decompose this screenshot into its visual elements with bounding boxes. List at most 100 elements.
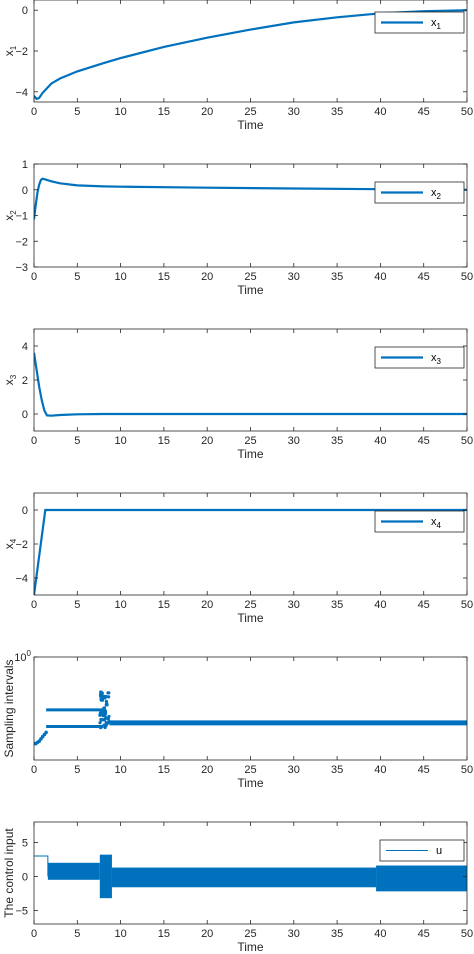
y-tick-label: −2 [15,539,28,551]
x-axis-label: Time [237,447,264,461]
point-burst [103,725,107,730]
data-layer-sampling [34,690,467,746]
x-tick-label: 5 [74,764,80,776]
x-tick-label: 25 [244,764,256,776]
x-tick-label: 5 [74,106,80,118]
y-axis-label: The control input [2,828,16,918]
x-tick-label: 15 [158,435,170,447]
x-tick-label: 40 [374,928,386,940]
y-axis-label: x4 [2,538,18,549]
x-tick-label: 5 [74,599,80,611]
x-tick-label: 25 [244,271,256,283]
y-tick-label: −5 [15,905,28,917]
axes-box [33,492,468,596]
x-tick-label: 50 [461,435,473,447]
x-tick-label: 45 [418,928,430,940]
x-tick-label: 25 [244,435,256,447]
x-tick-label: 20 [201,928,213,940]
y-tick-label: 5 [22,837,28,849]
x-tick-label: 45 [418,435,430,447]
x-tick-label: 0 [31,106,37,118]
y-axis-label: x2 [2,210,18,221]
x-tick-label: 35 [331,764,343,776]
x-tick-label: 15 [158,764,170,776]
x-tick-label: 20 [201,106,213,118]
chart-x2: 0 5 10 15 20 25 30 35 40 45 50 −3 −2 −1 0 1 Time x2 [15,159,473,297]
x-tick-label: 35 [331,599,343,611]
data-layer-x3 [34,352,467,417]
series-u-band [99,854,112,899]
data-layer-control [34,854,467,899]
x-tick-label: 0 [31,764,37,776]
point-burst [106,717,110,721]
x-tick-label: 40 [374,435,386,447]
x-tick-label: 20 [201,599,213,611]
x-tick-label: 45 [418,106,430,118]
point-burst [98,721,102,725]
series-u-initial [34,855,49,877]
x-axis-label: Time [237,776,264,790]
y-tick-label: 0 [22,505,28,517]
x-tick-label: 5 [74,928,80,940]
x-tick-label: 35 [331,271,343,283]
y-tick-label: −3 [15,262,28,274]
x-tick-label: 30 [288,928,300,940]
y-axis-label: x1 [2,45,18,56]
x-tick-label: 40 [374,599,386,611]
point-burst [100,696,104,700]
x-tick-label: 0 [31,271,37,283]
x-tick-label: 10 [114,928,126,940]
x-tick-label: 15 [158,928,170,940]
series-line-x1 [34,9,467,101]
x-tick-label: 20 [201,271,213,283]
x-tick-label: 0 [31,435,37,447]
chart-x3: 0 5 10 15 20 25 30 35 40 45 50 0 2 4 Time x3 [22,328,473,461]
y-tick-label: 0 [22,5,28,17]
legend-label: u [436,845,442,857]
x-tick-label: 10 [114,271,126,283]
x-tick-label: 35 [331,928,343,940]
y-tick-label: −2 [15,236,28,248]
point-burst [106,721,110,725]
data-layer-x1 [34,9,467,101]
y-tick-label: −2 [15,46,28,58]
y-tick-label: 2 [22,375,28,387]
series-u-band [376,865,467,892]
series-u-band [47,862,100,880]
chart-x1: 0 5 10 15 20 25 30 35 40 45 50 −4 −2 0 Time x1 [15,0,473,132]
x-axis-label: Time [237,283,264,297]
x-tick-label: 50 [461,106,473,118]
y-tick-label: 0 [22,409,28,421]
y-tick-label: 4 [22,341,28,353]
axes-box [33,328,468,432]
x-tick-label: 15 [158,106,170,118]
legend-label: x4 [431,516,442,530]
x-tick-label: 0 [31,928,37,940]
x-tick-label: 50 [461,764,473,776]
data-layer-x2 [34,177,467,220]
series-line-x2 [34,177,467,220]
data-layer-x4 [34,508,467,595]
y-tick-label: 0 [22,185,28,197]
y-tick-label: −4 [15,573,28,585]
point-burst [100,718,104,722]
x-tick-label: 25 [244,106,256,118]
x-tick-label: 50 [461,928,473,940]
y-tick-label: 100 [14,649,31,664]
x-tick-label: 25 [244,599,256,611]
chart-x4: 0 5 10 15 20 25 30 35 40 45 50 −4 −2 0 Time x4 [15,492,473,625]
y-tick-label: 0 [22,871,28,883]
series-line-x4 [34,508,467,595]
x-tick-label: 5 [74,271,80,283]
x-tick-label: 45 [418,599,430,611]
y-tick-label: 1 [22,159,28,171]
y-tick-label: −1 [15,211,28,223]
point-burst [102,723,106,727]
x-tick-label: 20 [201,435,213,447]
x-tick-label: 10 [114,764,126,776]
y-axis-label: x3 [2,374,18,385]
x-tick-label: 10 [114,599,126,611]
x-tick-label: 50 [461,599,473,611]
series-line-x3 [34,352,467,417]
